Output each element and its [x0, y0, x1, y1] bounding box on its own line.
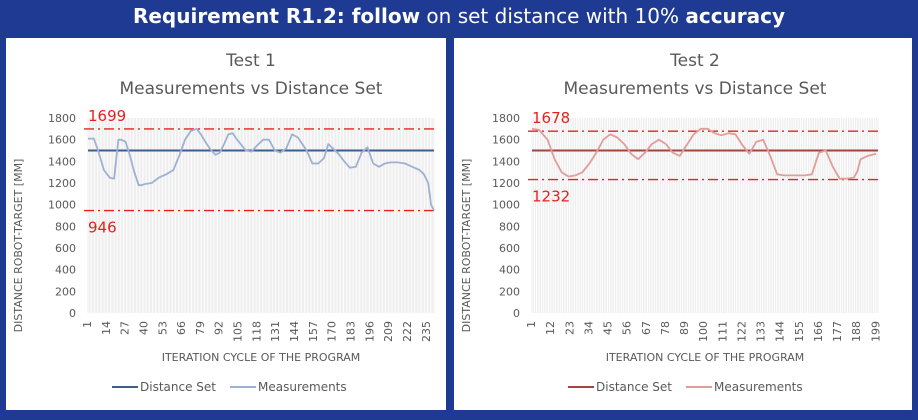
chart2-series-measurements-line [531, 127, 877, 180]
chart-test-2: Test 2 Measurements vs Distance Set 0 200 40… [460, 51, 882, 394]
chart1-x-tick-label: 118 [250, 321, 263, 342]
chart2-threshold-label-2: 1232 [532, 188, 570, 206]
chart1-threshold-label-2: 946 [88, 219, 117, 237]
chart2-x-tick-label: 45 [602, 321, 615, 335]
chart1-series-measurements-line [88, 127, 435, 211]
chart1-y-tick-label: 600 [55, 242, 76, 255]
chart2-y-tick-label: 1400 [492, 155, 520, 168]
chart2-x-axis-label: ITERATION CYCLE OF THE PROGRAM [606, 351, 805, 364]
chart-test-1: Test 1 Measurements vs Distance Set 0 200 40… [12, 51, 438, 394]
chart1-x-tick-label: 40 [137, 321, 150, 335]
headline-middle: on set distance with 10% [420, 4, 686, 28]
chart2-y-tick-label: 800 [499, 220, 520, 233]
chart2-x-tick-label: 23 [563, 321, 576, 335]
chart2-threshold-label-1: 1678 [532, 109, 570, 127]
chart1-y-tick-label: 1000 [48, 199, 76, 212]
chart2-x-tick-label: 1 [525, 321, 538, 328]
chart1-threshold-label-1: 1699 [88, 107, 126, 125]
chart2-x-tick-label: 100 [697, 321, 710, 342]
chart1-x-tick-label: 79 [194, 321, 207, 335]
chart1-x-tick-label: 209 [382, 321, 395, 342]
chart1-x-tick-label: 92 [213, 321, 226, 335]
chart1-subtitle: Measurements vs Distance Set [120, 79, 383, 99]
chart2-x-tick-label: 34 [582, 321, 595, 335]
slide-headline: Requirement R1.2: follow on set distance… [0, 4, 918, 28]
chart2-x-tick-label: 144 [774, 321, 787, 342]
chart2-legend-label-2: Measurements [714, 380, 803, 394]
chart2-y-tick-label: 1600 [492, 134, 520, 147]
chart1-x-tick-label: 105 [232, 321, 245, 342]
chart1-y-tick-label: 400 [55, 264, 76, 277]
chart2-x-tick-label: 155 [793, 321, 806, 342]
chart2-x-tick-label: 67 [640, 321, 653, 335]
chart1-y-tick-label: 800 [55, 220, 76, 233]
chart2-y-tick-label: 200 [499, 285, 520, 298]
chart2-y-tick-label: 1200 [492, 177, 520, 190]
chart1-x-tick-label: 222 [401, 321, 414, 342]
chart1-x-tick-label: 131 [269, 321, 282, 342]
chart2-y-tick-label: 600 [499, 242, 520, 255]
chart1-x-tick-label: 27 [119, 321, 132, 335]
chart2-x-tick-label: 56 [621, 321, 634, 335]
chart2-x-tick-label: 111 [716, 321, 729, 342]
chart2-y-tick-label: 400 [499, 264, 520, 277]
chart2-x-tick-label: 188 [850, 321, 863, 342]
chart2-y-tick-label: 0 [513, 307, 520, 320]
chart2-x-tick-label: 199 [869, 321, 882, 342]
headline-suffix: accuracy [685, 4, 786, 28]
chart2-x-tick-label: 133 [755, 321, 768, 342]
chart1-x-tick-label: 183 [344, 321, 357, 342]
chart2-x-tick-label: 78 [659, 321, 672, 335]
chart2-y-tick-label: 1000 [492, 199, 520, 212]
chart1-x-tick-label: 157 [307, 321, 320, 342]
headline-prefix: Requirement R1.2: follow [132, 4, 421, 28]
chart1-y-tick-label: 0 [69, 307, 76, 320]
chart1-legend-label-1: Distance Set [140, 380, 216, 394]
chart2-x-tick-label: 89 [678, 321, 691, 335]
chart1-legend-label-2: Measurements [258, 380, 347, 394]
chart1-y-tick-label: 1600 [48, 134, 76, 147]
chart2-y-axis-label: DISTANCE ROBOT-TARGET [MM] [460, 159, 473, 333]
chart1-y-axis-label: DISTANCE ROBOT-TARGET [MM] [12, 159, 25, 333]
chart1-x-axis-label: ITERATION CYCLE OF THE PROGRAM [162, 351, 361, 364]
chart2-x-tick-label: 122 [735, 321, 748, 342]
chart1-x-tick-label: 170 [326, 321, 339, 342]
chart2-x-tick-label: 166 [812, 321, 825, 342]
chart1-y-tick-label: 200 [55, 285, 76, 298]
chart2-x-tick-label: 12 [544, 321, 557, 335]
chart-panel-test-2: Test 2 Measurements vs Distance Set 0 200 40… [454, 38, 912, 410]
chart2-x-tick-label: 177 [831, 321, 844, 342]
chart1-x-tick-label: 53 [156, 321, 169, 335]
chart1-x-tick-label: 235 [420, 321, 433, 342]
chart1-title: Test 1 [225, 51, 276, 71]
chart1-x-tick-label: 66 [175, 321, 188, 335]
chart2-title: Test 2 [669, 51, 720, 71]
chart2-subtitle: Measurements vs Distance Set [564, 79, 827, 99]
chart1-x-tick-label: 1 [81, 321, 94, 328]
chart1-x-tick-label: 14 [100, 321, 113, 335]
chart2-y-tick-label: 1800 [492, 112, 520, 125]
chart1-x-tick-label: 196 [363, 321, 376, 342]
chart1-y-tick-label: 1400 [48, 155, 76, 168]
chart1-y-tick-label: 1200 [48, 177, 76, 190]
chart-panel-test-1: Test 1 Measurements vs Distance Set 0 200 40… [6, 38, 446, 410]
chart2-legend-label-1: Distance Set [596, 380, 672, 394]
chart1-y-tick-label: 1800 [48, 112, 76, 125]
chart1-x-tick-label: 144 [288, 321, 301, 342]
